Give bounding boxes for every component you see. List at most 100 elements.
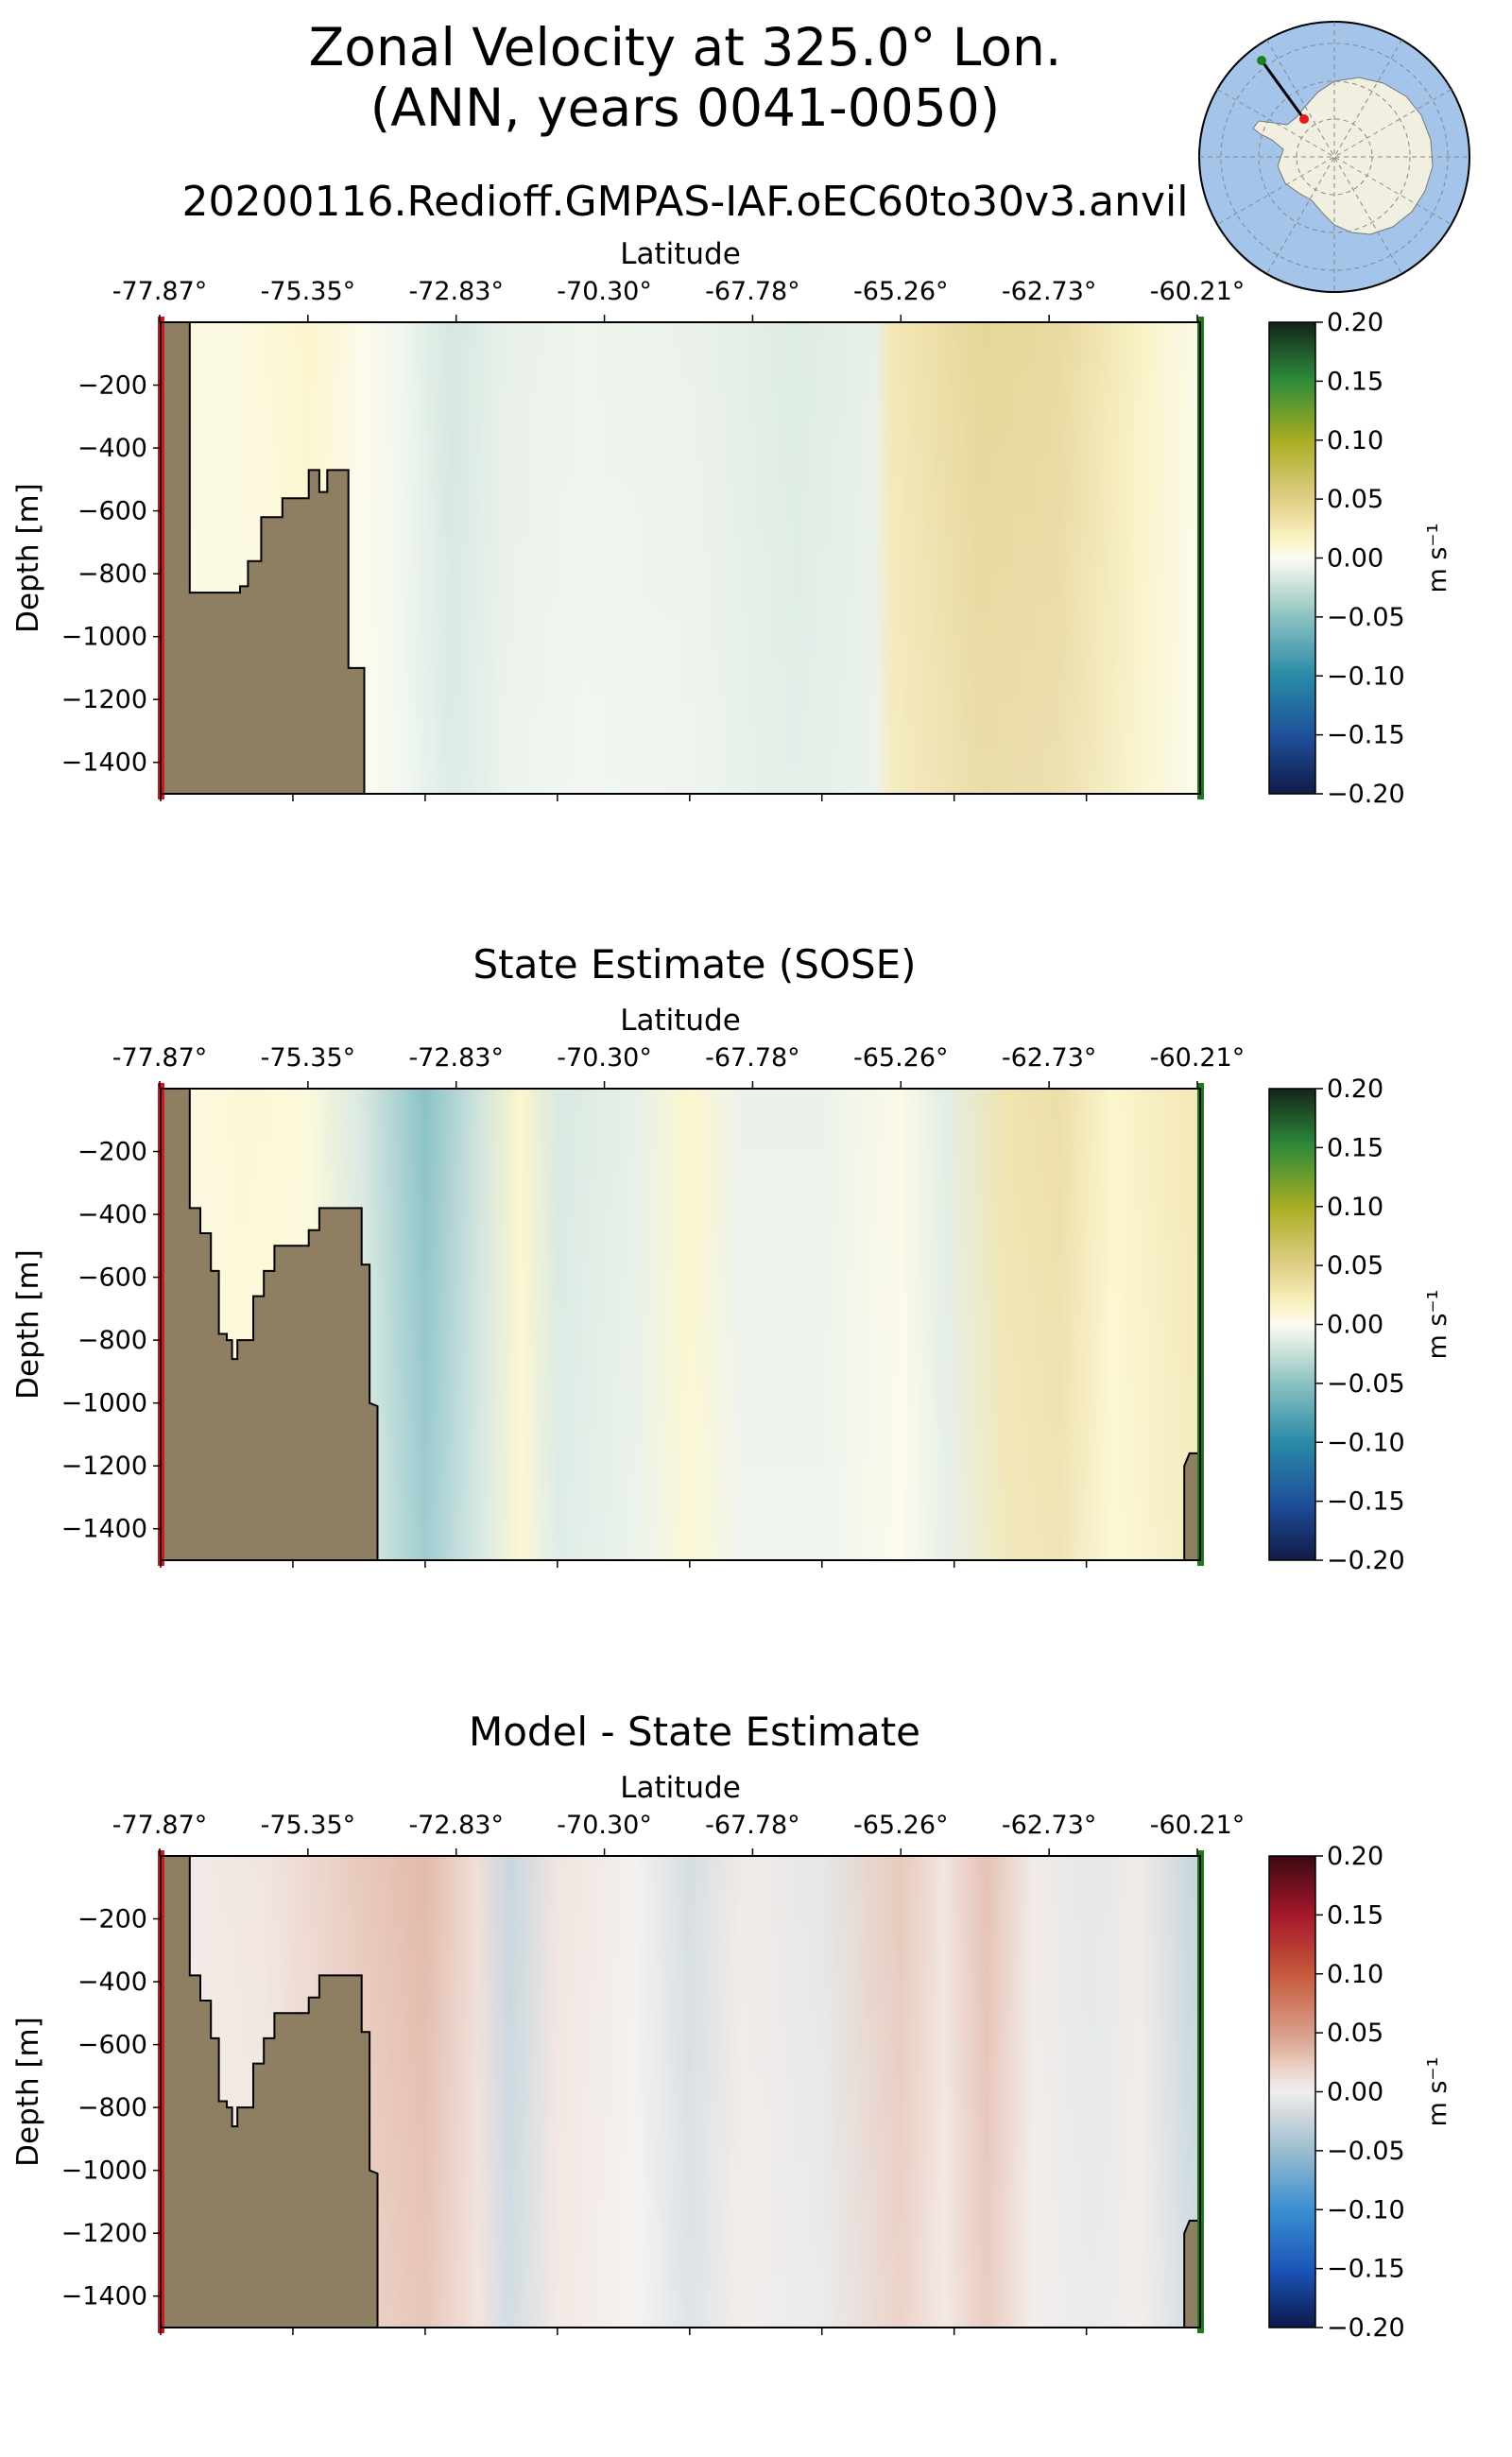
- y-tick-label: −1400: [61, 748, 147, 778]
- y-axis-label: Depth [m]: [11, 1249, 45, 1400]
- lat-tick-label: -62.73°: [1002, 1043, 1097, 1073]
- lat-tick-label: -60.21°: [1150, 277, 1246, 306]
- top-axis-label: Latitude: [620, 1004, 741, 1038]
- y-tick-label: −600: [77, 1263, 147, 1293]
- y-tick-label: −400: [77, 1200, 147, 1229]
- figure-title: Zonal Velocity at 325.0° Lon. (ANN, year…: [0, 17, 1370, 138]
- lat-tick-label: -70.30°: [557, 1811, 652, 1840]
- colorbar-tick-label: 0.10: [1327, 1193, 1383, 1222]
- inset-start-point: [1299, 114, 1309, 124]
- figure-title-line2: (ANN, years 0041-0050): [369, 77, 1001, 138]
- y-tick-label: −1200: [61, 685, 147, 714]
- plot-frame: [160, 1088, 1201, 1561]
- colorbar-tick-label: 0.00: [1327, 544, 1383, 574]
- inset-graticule-circle: [1258, 80, 1411, 233]
- bathymetry-left: [160, 1855, 379, 2328]
- inset-graticule-meridian: [1266, 39, 1402, 275]
- inset-land: [1252, 77, 1434, 235]
- lat-tick-label: -60.21°: [1150, 1811, 1246, 1840]
- lat-tick-label: -65.26°: [853, 277, 949, 306]
- lat-tick-label: -72.83°: [408, 1043, 504, 1073]
- lat-tick-label: -60.21°: [1150, 1043, 1246, 1073]
- colorbar-label: m s⁻¹: [1423, 2056, 1452, 2126]
- bathymetry-left: [160, 1088, 379, 1561]
- lat-tick-label: -65.26°: [853, 1043, 949, 1073]
- colorbar-tick-label: −0.05: [1327, 2137, 1405, 2166]
- plot-frame: [160, 321, 1201, 795]
- colorbar-tick-label: 0.05: [1327, 2019, 1383, 2048]
- inset-location-map: [1198, 21, 1470, 293]
- lat-tick-label: -75.35°: [261, 1811, 356, 1840]
- figure-title-line1: Zonal Velocity at 325.0° Lon.: [308, 17, 1062, 77]
- colorbar-tick-label: 0.00: [1327, 1311, 1383, 1340]
- y-tick-label: −1400: [61, 1515, 147, 1544]
- panel-model: 02505007501000125015001750Distance [km]−…: [11, 237, 1452, 803]
- colorbar-tick-label: 0.20: [1327, 1074, 1383, 1104]
- y-tick-label: −400: [77, 434, 147, 463]
- y-tick-label: −200: [77, 1905, 147, 1934]
- colorbar-tick-label: 0.15: [1327, 1133, 1383, 1162]
- colorbar-tick-label: −0.15: [1327, 721, 1405, 750]
- lat-tick-label: -70.30°: [557, 1043, 652, 1073]
- lat-tick-label: -67.78°: [705, 277, 800, 306]
- panel-title-difference: Model - State Estimate: [469, 1709, 920, 1755]
- lat-tick-label: -77.87°: [112, 1043, 208, 1073]
- y-tick-label: −800: [77, 1326, 147, 1355]
- lat-tick-label: -70.30°: [557, 277, 652, 306]
- top-axis-label: Latitude: [620, 237, 741, 271]
- lat-tick-label: -75.35°: [261, 277, 356, 306]
- colorbar-tick-label: 0.20: [1327, 1842, 1383, 1871]
- colorbar-label: m s⁻¹: [1423, 1289, 1452, 1359]
- y-tick-label: −800: [77, 2093, 147, 2122]
- colorbar-tick-label: −0.10: [1327, 1428, 1405, 1457]
- lat-tick-label: -62.73°: [1002, 277, 1097, 306]
- y-tick-label: −1400: [61, 2282, 147, 2311]
- y-tick-label: −1000: [61, 2156, 147, 2186]
- y-tick-label: −1000: [61, 1389, 147, 1418]
- lat-tick-label: -72.83°: [408, 1811, 504, 1840]
- run-name: 20200116.Redioff.GMPAS-IAF.oEC60to30v3.a…: [181, 178, 1189, 226]
- colorbar-tick-label: 0.10: [1327, 1960, 1383, 1989]
- y-axis-label: Depth [m]: [11, 483, 45, 633]
- lat-tick-label: -72.83°: [408, 277, 504, 306]
- y-axis-label: Depth [m]: [11, 2017, 45, 2167]
- top-axis-label: Latitude: [620, 1771, 741, 1805]
- colorbar-tick-label: −0.15: [1327, 2255, 1405, 2284]
- lat-tick-label: -77.87°: [112, 277, 208, 306]
- y-tick-label: −1200: [61, 2219, 147, 2248]
- colorbar-tick-label: 0.00: [1327, 2078, 1383, 2107]
- inset-graticule-meridian: [1216, 89, 1452, 225]
- y-tick-label: −800: [77, 559, 147, 589]
- y-tick-label: −200: [77, 371, 147, 401]
- panel-difference: 02505007501000125015001750Distance [km]−…: [11, 1771, 1452, 2337]
- inset-graticule-meridian: [1266, 39, 1402, 275]
- colorbar-tick-label: −0.05: [1327, 1369, 1405, 1399]
- lat-tick-label: -65.26°: [853, 1811, 949, 1840]
- y-tick-label: −200: [77, 1138, 147, 1167]
- inset-end-point: [1257, 56, 1266, 65]
- inset-graticule-meridian: [1216, 89, 1452, 225]
- colorbar: [1268, 1088, 1316, 1561]
- colorbar-tick-label: 0.15: [1327, 1900, 1383, 1930]
- colorbar-tick-label: −0.20: [1327, 1546, 1405, 1570]
- y-tick-label: −1200: [61, 1452, 147, 1481]
- colorbar-tick-label: −0.05: [1327, 603, 1405, 632]
- colorbar-tick-label: 0.20: [1327, 308, 1383, 337]
- y-tick-label: −600: [77, 2031, 147, 2060]
- colorbar-tick-label: −0.10: [1327, 2195, 1405, 2225]
- lat-tick-label: -62.73°: [1002, 1811, 1097, 1840]
- y-tick-label: −600: [77, 497, 147, 526]
- panel-title-reference: State Estimate (SOSE): [472, 941, 917, 988]
- colorbar: [1268, 1855, 1316, 2328]
- colorbar-tick-label: −0.10: [1327, 662, 1405, 691]
- colorbar-tick-label: 0.05: [1327, 1251, 1383, 1280]
- lat-tick-label: -75.35°: [261, 1043, 356, 1073]
- colorbar: [1268, 321, 1316, 795]
- colorbar-tick-label: 0.05: [1327, 485, 1383, 514]
- panel-reference: 02505007501000125015001750Distance [km]−…: [11, 1004, 1452, 1570]
- bathymetry-left: [160, 321, 366, 795]
- colorbar-tick-label: −0.20: [1327, 2313, 1405, 2337]
- plot-frame: [160, 1855, 1201, 2328]
- colorbar-tick-label: −0.20: [1327, 780, 1405, 803]
